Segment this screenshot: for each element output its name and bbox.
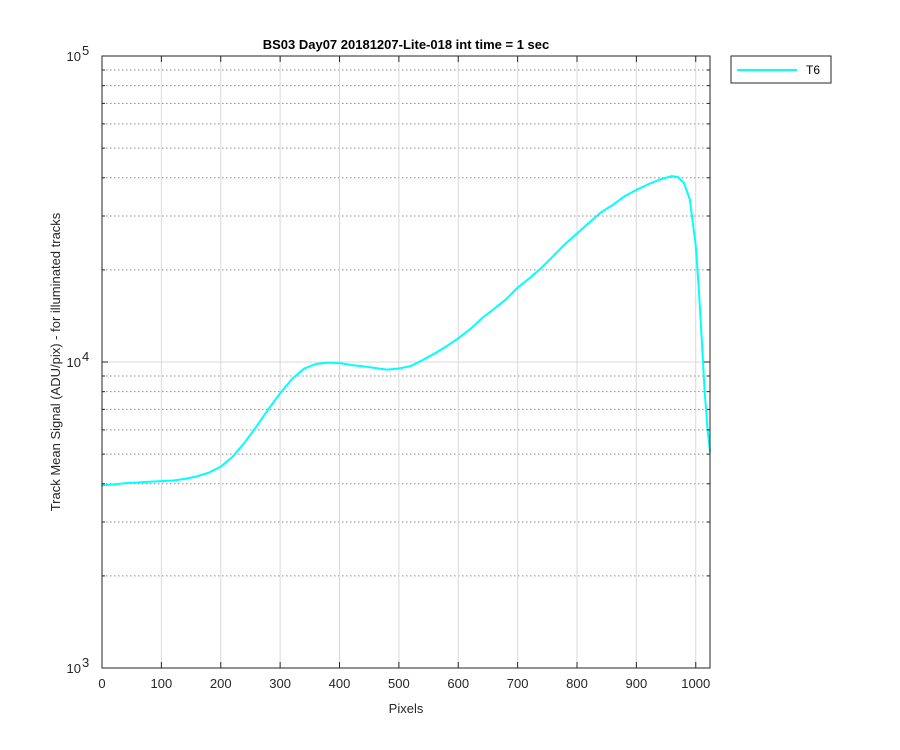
x-tick-label: 800 [566,676,588,691]
y-tick-label-exponent: 5 [82,43,89,58]
y-tick-label: 10 [67,661,81,676]
y-tick-label-exponent: 4 [82,349,89,364]
y-tick-label: 10 [67,355,81,370]
x-tick-label: 700 [507,676,529,691]
x-tick-label: 600 [447,676,469,691]
y-axis-label: Track Mean Signal (ADU/pix) - for illumi… [48,212,63,511]
series-line-t6 [101,175,711,487]
ticks [101,55,710,669]
chart-title: BS03 Day07 20181207-Lite-018 int time = … [263,37,550,52]
x-tick-label: 200 [210,676,232,691]
x-tick-label: 400 [329,676,351,691]
legend-label-t6: T6 [806,63,820,77]
series-layer [101,175,711,487]
x-tick-label: 300 [269,676,291,691]
x-tick-label: 0 [98,676,105,691]
y-tick-label: 10 [67,49,81,64]
legend: T6 [730,55,832,84]
x-tick-label: 500 [388,676,410,691]
x-tick-label: 100 [151,676,173,691]
x-tick-label: 900 [626,676,648,691]
x-tick-labels: 0 100 200 300 400 500 600 700 800 900 1000 [98,676,710,691]
x-tick-label: 1000 [681,676,710,691]
y-tick-label-exponent: 3 [82,655,89,670]
x-axis-label: Pixels [389,701,424,716]
